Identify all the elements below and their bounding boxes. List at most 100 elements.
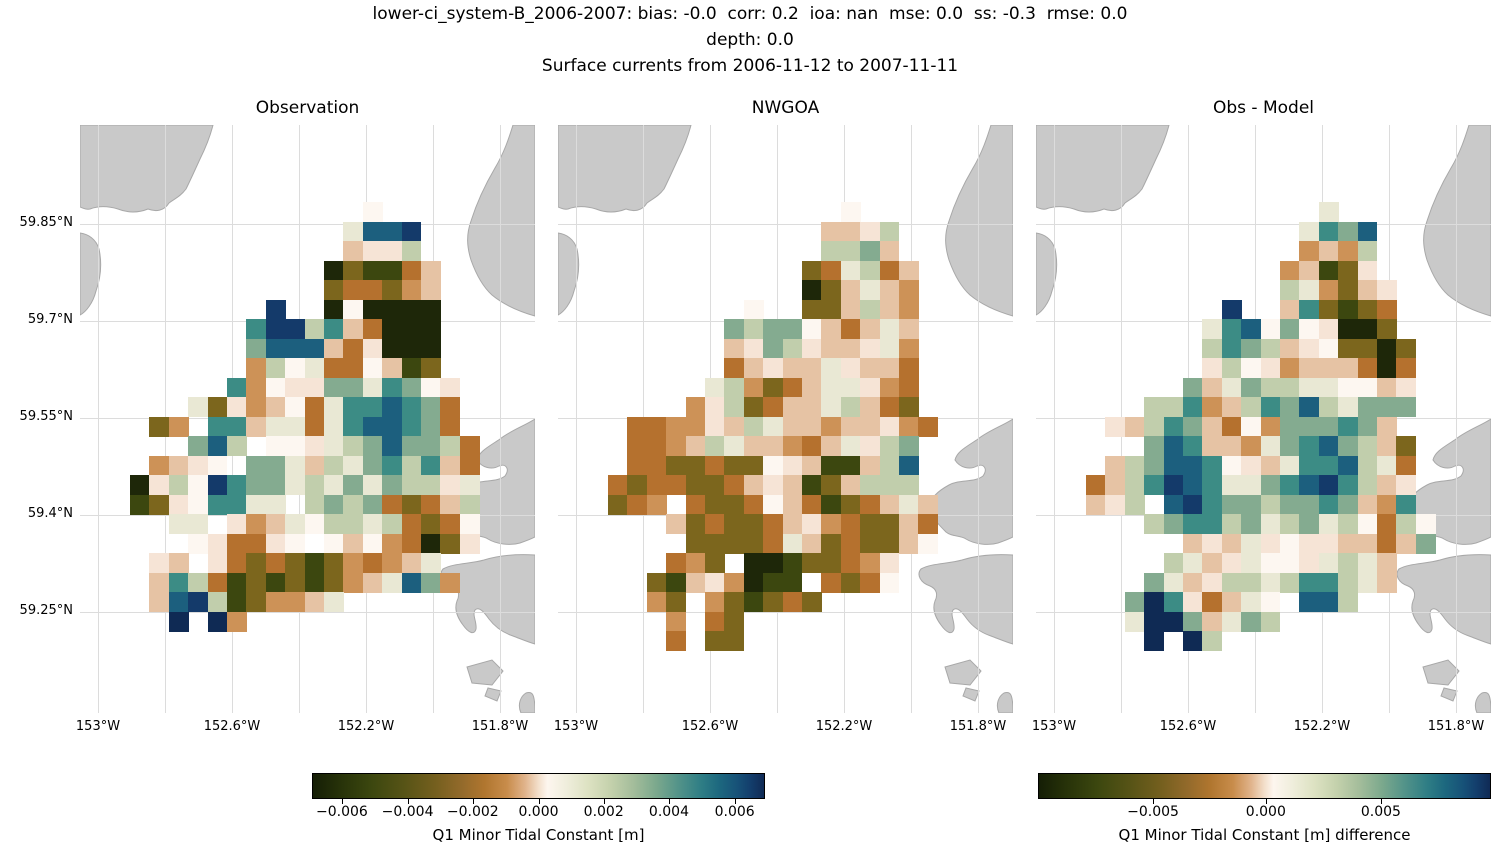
heatmap-cell bbox=[1299, 280, 1320, 300]
colorbar-tick-label: −0.002 bbox=[446, 804, 499, 820]
heatmap-cell bbox=[401, 338, 422, 359]
heatmap-cell bbox=[860, 533, 881, 554]
heatmap-cell bbox=[421, 514, 441, 534]
heatmap-cell bbox=[207, 397, 228, 417]
heatmap-cell bbox=[401, 475, 422, 495]
heatmap-cell bbox=[1338, 260, 1359, 281]
heatmap-cell bbox=[763, 377, 784, 398]
heatmap-cell bbox=[343, 514, 364, 534]
heatmap-cell bbox=[1260, 494, 1281, 515]
heatmap-cell bbox=[1144, 514, 1165, 534]
heatmap-cell bbox=[421, 572, 441, 593]
heatmap-cell bbox=[1086, 494, 1106, 515]
heatmap-cell bbox=[382, 416, 403, 437]
heatmap-cell bbox=[265, 299, 286, 320]
heatmap-cell bbox=[802, 475, 822, 495]
heatmap-cell bbox=[304, 494, 325, 515]
heatmap-cell bbox=[1280, 572, 1300, 593]
heatmap-cell bbox=[840, 553, 861, 573]
heatmap-cell bbox=[246, 592, 267, 612]
heatmap-cell bbox=[1163, 455, 1184, 476]
lat-tick-label: 59.55°N bbox=[19, 409, 73, 424]
heatmap-cell bbox=[304, 358, 325, 378]
lon-tick-label: 153°W bbox=[553, 719, 599, 734]
heatmap-cell bbox=[1357, 475, 1378, 495]
heatmap-cell bbox=[705, 416, 725, 437]
heatmap-cell bbox=[1202, 572, 1223, 593]
heatmap-cell bbox=[879, 572, 900, 593]
heatmap-cell bbox=[1377, 475, 1397, 495]
lat-tick-label: 59.25°N bbox=[19, 603, 73, 618]
heatmap-cell bbox=[627, 416, 648, 437]
heatmap-cell bbox=[246, 338, 267, 359]
heatmap-cell bbox=[802, 514, 822, 534]
heatmap-cell bbox=[324, 299, 344, 320]
heatmap-cell bbox=[188, 572, 209, 593]
heatmap-cell bbox=[782, 436, 803, 456]
heatmap-cell bbox=[1221, 377, 1242, 398]
heatmap-cell bbox=[743, 592, 764, 612]
heatmap-cell bbox=[1318, 202, 1339, 222]
heatmap-cell bbox=[227, 377, 247, 398]
heatmap-cell bbox=[666, 475, 687, 495]
heatmap-cell bbox=[1241, 455, 1262, 476]
heatmap-cell bbox=[1318, 592, 1339, 612]
heatmap-cell bbox=[1338, 475, 1359, 495]
heatmap-cell bbox=[860, 377, 881, 398]
colorbar-tick-mark bbox=[668, 799, 670, 804]
heatmap-cell bbox=[168, 592, 189, 612]
heatmap-cell bbox=[1241, 416, 1262, 437]
heatmap-cell bbox=[382, 358, 403, 378]
heatmap-cell bbox=[421, 260, 441, 281]
heatmap-cell bbox=[1202, 553, 1223, 573]
heatmap-cell bbox=[1415, 533, 1436, 554]
colorbar-tick-label: −0.006 bbox=[315, 804, 368, 820]
heatmap-cell bbox=[1377, 338, 1397, 359]
heatmap-cell bbox=[1396, 358, 1417, 378]
colorbar-axis-label: Q1 Minor Tidal Constant [m] bbox=[432, 826, 645, 844]
heatmap-cell bbox=[246, 455, 267, 476]
heatmap-cell bbox=[1183, 494, 1203, 515]
heatmap-cell bbox=[743, 338, 764, 359]
heatmap-cell bbox=[304, 553, 325, 573]
heatmap-cell bbox=[1124, 475, 1145, 495]
heatmap-cell bbox=[1163, 592, 1184, 612]
heatmap-cell bbox=[724, 611, 745, 632]
heatmap-cell bbox=[899, 280, 919, 300]
heatmap-cell bbox=[343, 260, 364, 281]
heatmap-cell bbox=[1260, 455, 1281, 476]
heatmap-cell bbox=[1377, 319, 1397, 339]
heatmap-cell bbox=[1299, 397, 1320, 417]
heatmap-cell bbox=[1318, 338, 1339, 359]
heatmap-cell bbox=[188, 533, 209, 554]
heatmap-cell bbox=[149, 553, 170, 573]
heatmap-cell bbox=[1377, 572, 1397, 593]
heatmap-cell bbox=[1338, 377, 1359, 398]
gridline-longitude bbox=[1456, 125, 1457, 713]
heatmap-cell bbox=[1280, 299, 1300, 320]
heatmap-cell bbox=[227, 416, 247, 437]
heatmap-cell bbox=[840, 377, 861, 398]
heatmap-cell bbox=[1357, 572, 1378, 593]
heatmap-cell bbox=[343, 455, 364, 476]
heatmap-cell bbox=[1396, 494, 1417, 515]
heatmap-cell bbox=[782, 553, 803, 573]
heatmap-cell bbox=[1357, 319, 1378, 339]
heatmap-cell bbox=[1144, 455, 1165, 476]
heatmap-cell bbox=[1396, 533, 1417, 554]
heatmap-cell bbox=[743, 494, 764, 515]
colorbar-tick-label: 0.006 bbox=[714, 804, 755, 820]
heatmap-cell bbox=[227, 514, 247, 534]
heatmap-cell bbox=[1086, 475, 1106, 495]
heatmap-cell bbox=[705, 572, 725, 593]
heatmap-cell bbox=[724, 377, 745, 398]
heatmap-cell bbox=[1183, 572, 1203, 593]
heatmap-cell bbox=[705, 455, 725, 476]
heatmap-cell bbox=[1318, 221, 1339, 242]
heatmap-cell bbox=[1377, 377, 1397, 398]
heatmap-cell bbox=[1318, 299, 1339, 320]
heatmap-cell bbox=[743, 533, 764, 554]
colorbar-tick-mark bbox=[538, 799, 540, 804]
heatmap-cell bbox=[1260, 338, 1281, 359]
heatmap-cell bbox=[343, 377, 364, 398]
